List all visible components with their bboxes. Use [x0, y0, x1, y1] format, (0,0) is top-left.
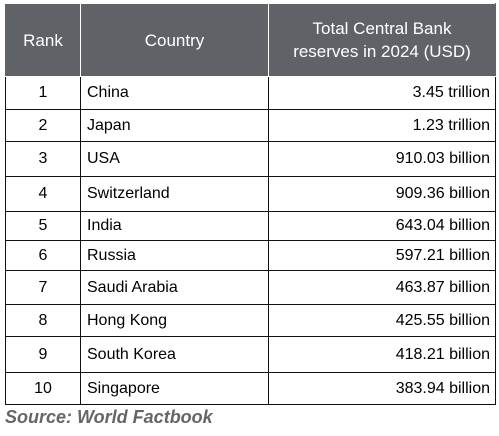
table-row: 7 Saudi Arabia 463.87 billion	[5, 270, 496, 305]
country-cell: Switzerland	[80, 176, 269, 212]
rank-cell: 3	[5, 141, 81, 177]
reserves-cell: 418.21 billion	[268, 336, 496, 373]
country-cell: Hong Kong	[80, 304, 269, 337]
rank-cell: 9	[5, 336, 81, 373]
country-cell: India	[80, 211, 269, 241]
reserves-cell: 463.87 billion	[268, 270, 496, 305]
header-country: Country	[80, 3, 269, 77]
rank-cell: 2	[5, 109, 81, 142]
header-reserves: Total Central Bank reserves in 2024 (USD…	[268, 3, 496, 77]
reserves-cell: 3.45 trillion	[268, 76, 496, 110]
reserves-cell: 643.04 billion	[268, 211, 496, 241]
table-row: 8 Hong Kong 425.55 billion	[5, 304, 496, 337]
country-cell: USA	[80, 141, 269, 177]
reserves-cell: 909.36 billion	[268, 176, 496, 212]
rank-cell: 8	[5, 304, 81, 337]
table-row: 2 Japan 1.23 trillion	[5, 109, 496, 142]
rank-cell: 1	[5, 76, 81, 110]
country-cell: Singapore	[80, 372, 269, 405]
reserves-cell: 383.94 billion	[268, 372, 496, 405]
header-rank: Rank	[5, 3, 81, 77]
table-row: 3 USA 910.03 billion	[5, 141, 496, 177]
rank-cell: 5	[5, 211, 81, 241]
country-cell: Saudi Arabia	[80, 270, 269, 305]
table-row: 10 Singapore 383.94 billion	[5, 372, 496, 405]
reserves-cell: 910.03 billion	[268, 141, 496, 177]
rank-cell: 7	[5, 270, 81, 305]
country-cell: South Korea	[80, 336, 269, 373]
rank-cell: 4	[5, 176, 81, 212]
country-cell: China	[80, 76, 269, 110]
table-body: 1 China 3.45 trillion 2 Japan 1.23 trill…	[5, 76, 496, 405]
table-row: 4 Switzerland 909.36 billion	[5, 176, 496, 212]
table-row: 5 India 643.04 billion	[5, 211, 496, 241]
table-row: 6 Russia 597.21 billion	[5, 240, 496, 271]
table-row: 1 China 3.45 trillion	[5, 76, 496, 110]
table-row: 9 South Korea 418.21 billion	[5, 336, 496, 373]
rank-cell: 6	[5, 240, 81, 271]
reserves-cell: 597.21 billion	[268, 240, 496, 271]
reserves-cell: 1.23 trillion	[268, 109, 496, 142]
rank-cell: 10	[5, 372, 81, 405]
reserves-table: Rank Country Total Central Bank reserves…	[5, 3, 496, 405]
country-cell: Japan	[80, 109, 269, 142]
country-cell: Russia	[80, 240, 269, 271]
reserves-cell: 425.55 billion	[268, 304, 496, 337]
table-header-row: Rank Country Total Central Bank reserves…	[5, 3, 496, 77]
source-caption: Source: World Factbook	[5, 407, 213, 427]
